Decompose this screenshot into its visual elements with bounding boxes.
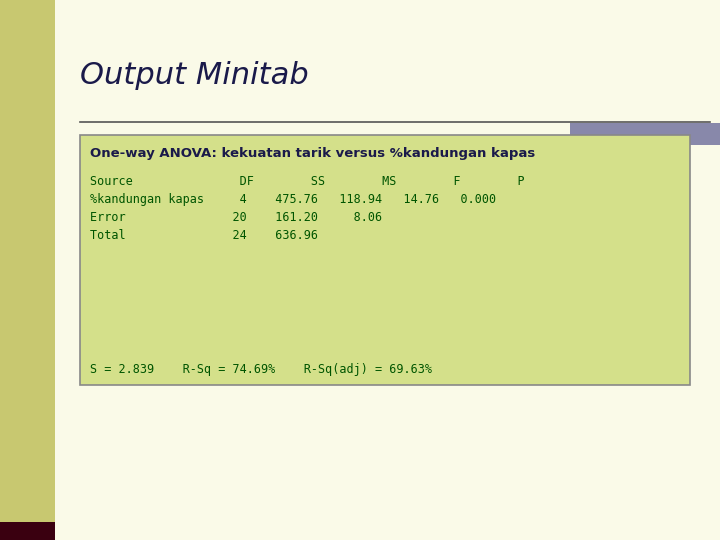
Text: Output Minitab: Output Minitab (80, 60, 309, 90)
Text: Error               20    161.20     8.06: Error 20 161.20 8.06 (90, 211, 382, 224)
Text: S = 2.839    R-Sq = 74.69%    R-Sq(adj) = 69.63%: S = 2.839 R-Sq = 74.69% R-Sq(adj) = 69.6… (90, 363, 432, 376)
Bar (0, 0, 55, 540)
Bar (0, 522, 55, 540)
Bar (80, 135, 690, 385)
Bar (570, 123, 720, 145)
Text: %kandungan kapas     4    475.76   118.94   14.76   0.000: %kandungan kapas 4 475.76 118.94 14.76 0… (90, 193, 496, 206)
Text: One-way ANOVA: kekuatan tarik versus %kandungan kapas: One-way ANOVA: kekuatan tarik versus %ka… (90, 147, 535, 160)
Text: Source               DF        SS        MS        F        P: Source DF SS MS F P (90, 175, 525, 188)
Text: Total               24    636.96: Total 24 636.96 (90, 229, 318, 242)
